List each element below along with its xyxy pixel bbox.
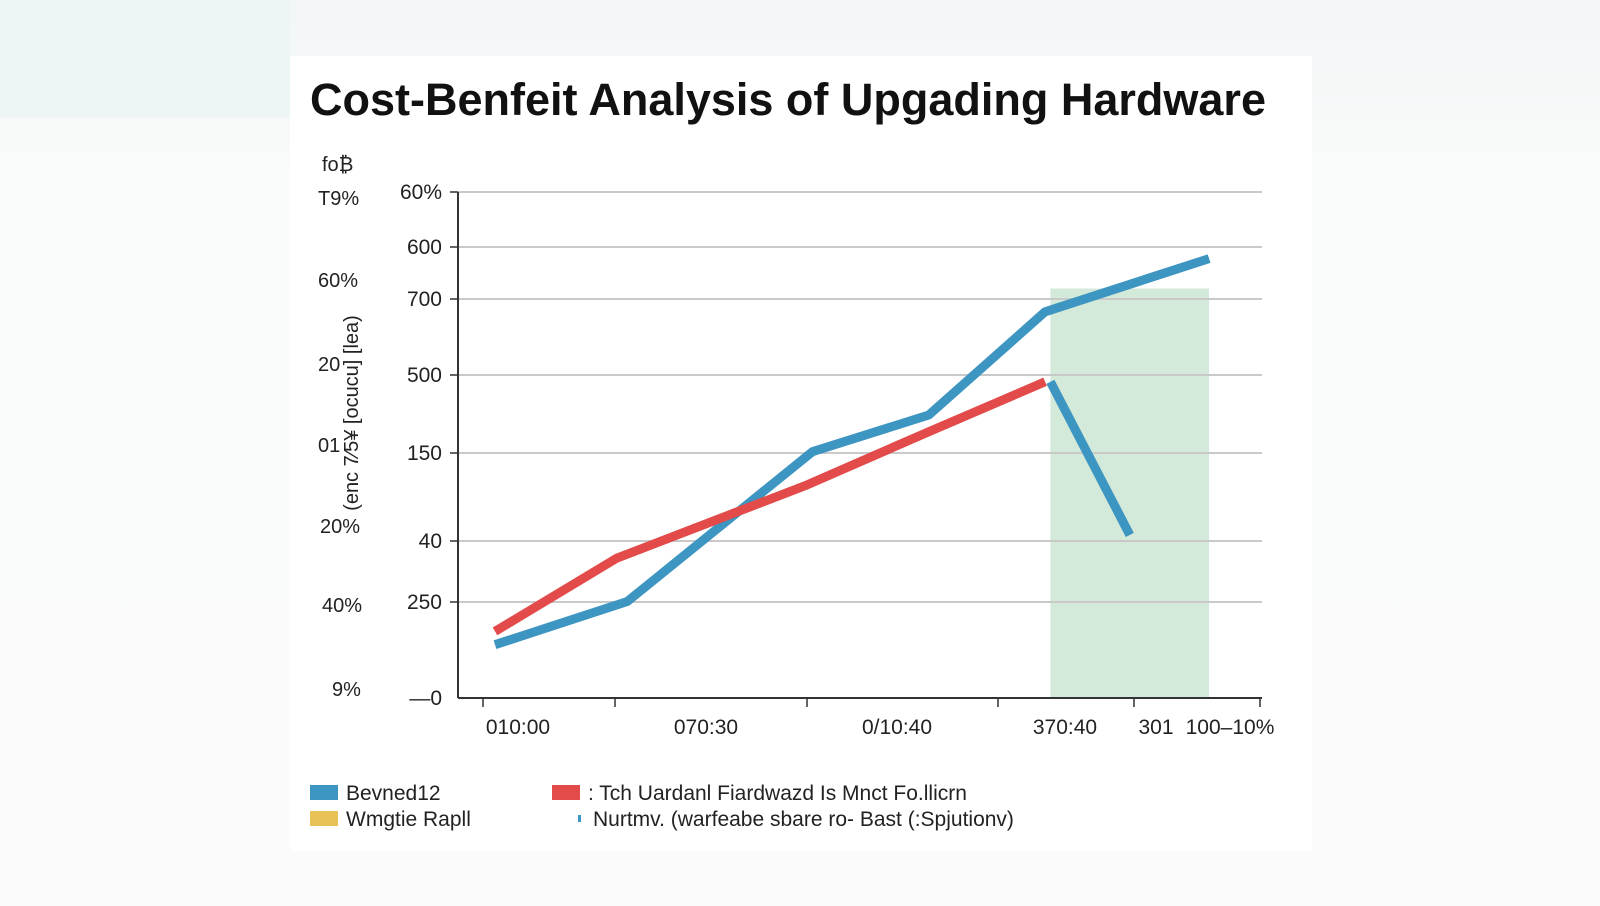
series-line-1 (493, 254, 1211, 649)
y-tick-label: —0 (409, 687, 442, 710)
legend-swatch (578, 815, 581, 822)
secondary-tick-label: 20 (318, 354, 340, 376)
legend-swatch (310, 785, 338, 800)
secondary-tick-label: 20% (320, 516, 360, 538)
secondary-tick-label: fo₿ (322, 154, 353, 176)
y-tick-label: 250 (407, 591, 442, 614)
y-axis-label: (enc 7⁄5¥ [ocucu] [lea) (341, 315, 363, 511)
gridlines (450, 191, 1262, 603)
y-tick-label: 700 (407, 288, 442, 311)
series-line-3 (1046, 379, 1134, 537)
y-tick-label: 500 (407, 364, 442, 387)
x-tick-label: 010:00 (486, 716, 550, 739)
y-tick-label: 150 (407, 442, 442, 465)
legend-label: Nurtmv. (warfeabe sbare ro- Bast (:Spjut… (593, 808, 1014, 831)
y-tick-label: 600 (407, 236, 442, 259)
axes (457, 192, 1262, 707)
y-tick-label: 40 (419, 530, 442, 553)
x-tick-labels: 010:00 070:30 0/10:40 370:40 301 100–10% (486, 716, 1274, 739)
x-tick-label: 0/10:40 (862, 716, 932, 739)
secondary-tick-label: T9% (318, 188, 359, 210)
series-line-2 (492, 377, 1047, 636)
legend-swatch (552, 785, 580, 800)
x-tick-label: 370:40 (1033, 716, 1097, 739)
secondary-tick-label: 9% (332, 679, 361, 701)
x-tick-label: 100–10% (1186, 716, 1275, 739)
legend-label: Bevned12 (346, 782, 441, 805)
highlight-rect (1050, 288, 1210, 698)
secondary-tick-label: 60% (318, 270, 358, 292)
legend-label: Wmgtie Rapll (346, 808, 471, 831)
y-tick-label: 60% (400, 181, 442, 204)
legend-label: : Tch Uardanl Fiardwazd Is Mnct Fo.llicr… (588, 782, 967, 805)
corner-tint (0, 0, 290, 118)
legend-swatch (310, 811, 338, 826)
chart-title: Cost-Benfeit Analysis of Upgading Hardwa… (310, 74, 1266, 125)
x-tick-label: 070:30 (674, 716, 738, 739)
secondary-tick-label: 01 (318, 435, 340, 457)
highlight-region (1050, 288, 1210, 698)
secondary-tick-label: 40% (322, 595, 362, 617)
legend: Bevned12 Wmgtie Rapll : Tch Uardanl Fiardw… (310, 782, 1014, 831)
series-lines (492, 254, 1211, 649)
y-tick-labels: 60% 600 700 500 150 40 250 —0 (400, 181, 442, 710)
secondary-tick-labels: fo₿ T9% 60% 20 01 20% 40% 9% (318, 154, 362, 701)
x-tick-label: 301 (1138, 716, 1173, 739)
